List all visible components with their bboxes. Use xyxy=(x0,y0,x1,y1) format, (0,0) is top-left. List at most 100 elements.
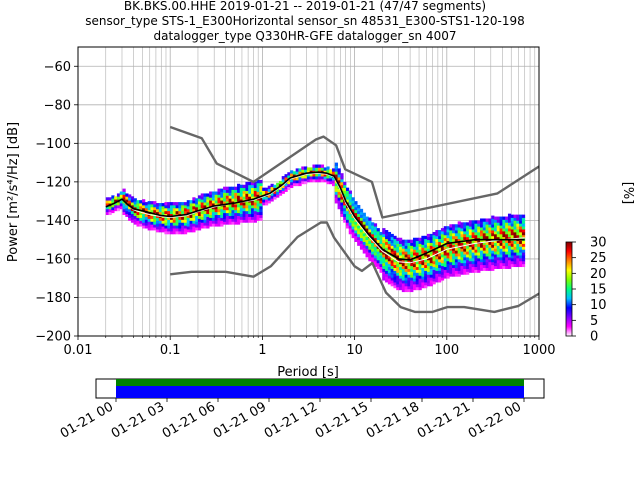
histogram-cell xyxy=(477,220,481,224)
histogram-cell xyxy=(390,251,394,255)
histogram-cell xyxy=(105,208,109,213)
histogram-cell xyxy=(284,188,288,192)
histogram-cell xyxy=(418,255,422,259)
histogram-cell xyxy=(452,264,456,269)
histogram-cell xyxy=(259,188,263,192)
histogram-cell xyxy=(404,271,408,275)
histogram-cell xyxy=(474,223,478,227)
histogram-cell xyxy=(259,203,263,207)
histogram-cell xyxy=(209,200,213,204)
histogram-cell xyxy=(449,238,453,242)
histogram-cell xyxy=(357,236,361,241)
histogram-cell xyxy=(410,254,414,258)
histogram-cell xyxy=(463,230,467,235)
histogram-cell xyxy=(390,277,394,281)
histogram-cell xyxy=(125,207,129,212)
colorbar-tick-label: 20 xyxy=(590,267,607,282)
histogram-cell xyxy=(415,246,419,250)
histogram-cell xyxy=(371,251,375,255)
histogram-cell xyxy=(234,189,238,193)
histogram-cell xyxy=(362,244,366,248)
histogram-cell xyxy=(340,202,344,206)
histogram-cell xyxy=(452,253,456,257)
histogram-cell xyxy=(161,226,165,230)
histogram-cell xyxy=(114,204,118,209)
histogram-cell xyxy=(415,260,419,265)
histogram-cell xyxy=(480,218,484,222)
histogram-cell xyxy=(217,205,221,210)
histogram-cell xyxy=(426,259,431,264)
histogram-cell xyxy=(510,243,514,247)
histogram-cell xyxy=(351,205,355,210)
histogram-cell xyxy=(343,187,347,191)
histogram-cell xyxy=(253,210,257,215)
histogram-cell xyxy=(379,249,383,253)
histogram-cell xyxy=(259,208,263,213)
histogram-cell xyxy=(513,234,517,239)
histogram-cell xyxy=(231,195,235,199)
histogram-cell xyxy=(449,227,453,231)
histogram-cell xyxy=(404,239,408,243)
histogram-cell xyxy=(421,279,425,283)
histogram-cell xyxy=(281,187,285,191)
histogram-cell xyxy=(158,208,163,213)
histogram-cell xyxy=(468,234,473,239)
histogram-cell xyxy=(228,201,232,205)
histogram-cell xyxy=(463,259,467,264)
histogram-cell xyxy=(169,213,174,217)
histogram-cell xyxy=(505,222,509,226)
histogram-cell xyxy=(466,262,470,267)
histogram-cell xyxy=(334,188,338,192)
histogram-cell xyxy=(217,194,221,198)
histogram-cell xyxy=(250,187,255,191)
histogram-cell xyxy=(125,196,129,200)
histogram-cell xyxy=(480,221,484,225)
histogram-cell xyxy=(133,221,137,225)
histogram-cell xyxy=(516,214,520,218)
histogram-cell xyxy=(424,264,428,269)
histogram-cell xyxy=(399,272,403,276)
histogram-cell xyxy=(348,204,352,209)
histogram-cell xyxy=(471,252,475,256)
histogram-cell xyxy=(237,204,241,208)
histogram-cell xyxy=(334,168,338,172)
histogram-cell xyxy=(468,249,473,253)
histogram-cell xyxy=(410,274,414,278)
histogram-cell xyxy=(223,198,227,202)
histogram-cell xyxy=(396,243,400,247)
histogram-cell xyxy=(491,258,495,263)
histogram-cell xyxy=(164,207,168,212)
histogram-cell xyxy=(242,204,246,209)
histogram-cell xyxy=(513,223,517,227)
histogram-cell xyxy=(326,169,330,173)
histogram-cell xyxy=(156,229,160,233)
histogram-cell xyxy=(440,236,445,241)
histogram-cell xyxy=(242,193,246,197)
histogram-cell xyxy=(351,200,355,204)
histogram-cell xyxy=(189,203,193,207)
histogram-cell xyxy=(502,225,506,229)
histogram-cell xyxy=(443,275,447,279)
histogram-cell xyxy=(228,209,232,214)
histogram-cell xyxy=(446,252,450,256)
histogram-cell xyxy=(359,217,364,221)
histogram-cell xyxy=(161,203,165,207)
histogram-cell xyxy=(513,214,517,218)
histogram-cell xyxy=(477,229,481,233)
histogram-cell xyxy=(150,201,154,205)
histogram-cell xyxy=(505,248,509,252)
histogram-cell xyxy=(256,182,260,187)
histogram-cell xyxy=(142,202,146,206)
histogram-cell xyxy=(399,249,403,253)
histogram-cell xyxy=(485,250,489,254)
histogram-cell xyxy=(309,176,313,180)
histogram-cell xyxy=(505,242,509,246)
histogram-cell xyxy=(396,255,400,259)
histogram-cell xyxy=(513,243,517,247)
histogram-cell xyxy=(446,269,450,273)
histogram-cell xyxy=(153,227,157,231)
histogram-cell xyxy=(368,257,372,262)
histogram-cell xyxy=(396,278,400,282)
histogram-cell xyxy=(348,210,352,215)
